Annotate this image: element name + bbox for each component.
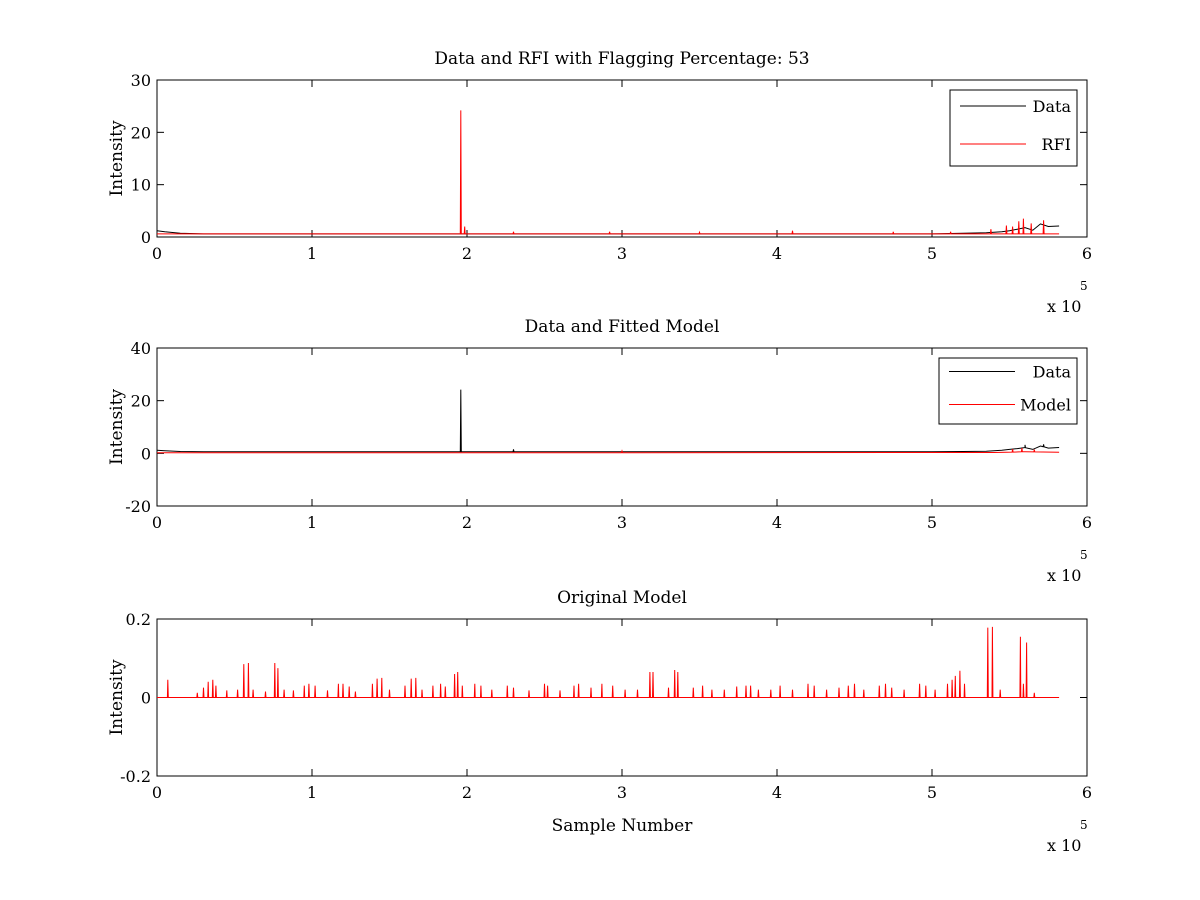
series-line-rfi [157,110,1060,235]
y-tick-label: 20 [131,392,151,411]
y-axis-label: Intensity [107,389,127,465]
axes-box [156,79,1088,238]
axes-box [156,347,1088,507]
x-tick-label: 6 [1082,244,1092,263]
x-multiplier-exponent: 5 [1080,279,1088,293]
x-multiplier: x 10 [1047,297,1081,316]
legend: Data Model [938,357,1078,425]
panel-flagging: 0 1 2 3 4 5 6 0 10 20 30 x 10 5 Data and RFI with Fla… [107,49,1092,316]
x-tick-label: 3 [617,244,627,263]
legend-label: Model [1020,396,1071,415]
x-tick-label: 0 [152,783,162,802]
y-tick-label: 40 [131,339,151,358]
x-tick-label: 1 [307,783,317,802]
y-tick-label: 20 [131,123,151,142]
x-tick-label: 1 [307,513,317,532]
x-tick-label: 2 [462,244,472,263]
x-tick-label: 2 [462,783,472,802]
legend-label: RFI [1042,135,1071,154]
y-tick-label: 10 [131,176,151,195]
x-tick-label: 3 [617,783,627,802]
y-tick-label: 0 [141,689,151,708]
x-tick-label: 4 [772,513,782,532]
chart-title: Original Model [557,588,687,608]
x-tick-label: 5 [927,513,937,532]
series-line-data [157,389,1060,453]
series-line-model [157,626,1060,698]
x-tick-label: 6 [1082,513,1092,532]
y-axis-label: Intensity [107,659,127,735]
y-tick-label: 30 [131,71,151,90]
legend-box [938,357,1078,425]
y-tick-label: 0 [141,228,151,247]
x-tick-label: 3 [617,513,627,532]
legend-label: Data [1033,363,1072,382]
x-multiplier-exponent: 5 [1080,818,1088,832]
y-axis-label: Intensity [107,120,127,196]
legend-label: Data [1033,97,1072,116]
series-line-model [157,448,1060,454]
x-axis-label: Sample Number [552,816,694,836]
x-tick-label: 5 [927,244,937,263]
chart-title: Data and RFI with Flagging Percentage: 5… [434,49,809,69]
chart-title: Data and Fitted Model [525,317,720,337]
y-tick-label: -20 [125,497,151,516]
x-tick-label: 5 [927,783,937,802]
x-multiplier: x 10 [1047,836,1081,855]
x-multiplier-exponent: 5 [1080,548,1088,562]
y-tick-label: 0 [141,444,151,463]
x-tick-label: 1 [307,244,317,263]
x-tick-label: 4 [772,244,782,263]
y-tick-label: 0.2 [126,610,151,629]
y-tick-label: -0.2 [120,767,151,786]
x-tick-label: 0 [152,513,162,532]
x-multiplier: x 10 [1047,566,1081,585]
legend: Data RFI [949,89,1078,167]
x-tick-label: 6 [1082,783,1092,802]
x-tick-label: 4 [772,783,782,802]
x-tick-label: 2 [462,513,472,532]
x-tick-label: 0 [152,244,162,263]
legend-box [949,89,1078,167]
